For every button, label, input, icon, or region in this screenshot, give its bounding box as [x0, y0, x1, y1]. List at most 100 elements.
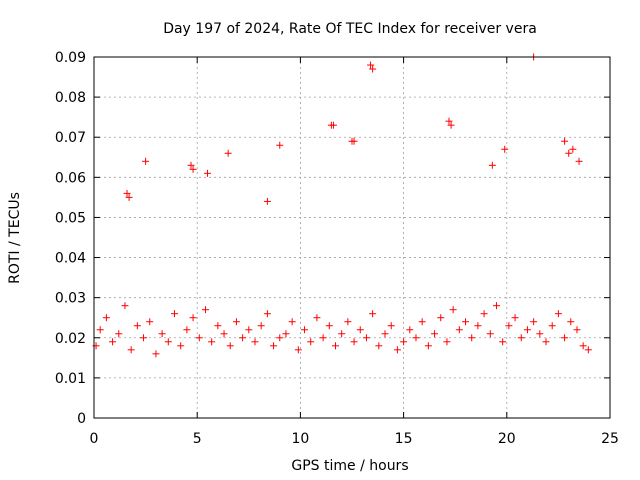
data-point — [536, 330, 544, 338]
data-point — [301, 326, 309, 334]
data-point — [294, 346, 302, 354]
data-point — [187, 161, 195, 169]
data-point — [375, 342, 383, 350]
data-point — [501, 145, 509, 153]
data-point — [517, 334, 525, 342]
y-tick-label: 0.07 — [55, 130, 86, 146]
data-point — [263, 197, 271, 205]
data-point — [232, 318, 240, 326]
data-point — [369, 310, 377, 318]
grid-lines — [94, 57, 610, 418]
y-tick-label: 0.09 — [55, 50, 86, 66]
data-point — [584, 346, 592, 354]
data-point — [208, 338, 216, 346]
data-points — [92, 53, 592, 358]
data-point — [123, 189, 131, 197]
data-point — [511, 314, 519, 322]
y-tick-label: 0.02 — [55, 331, 86, 347]
data-point — [474, 322, 482, 330]
data-point — [367, 61, 375, 69]
y-tick-label: 0.05 — [55, 210, 86, 226]
data-point — [499, 338, 507, 346]
y-tick-label: 0.06 — [55, 170, 86, 186]
data-point — [177, 342, 185, 350]
x-tick-label: 15 — [395, 431, 413, 447]
data-point — [257, 322, 265, 330]
plot-frame — [93, 56, 611, 419]
data-point — [276, 334, 284, 342]
data-point — [276, 141, 284, 149]
data-point — [548, 322, 556, 330]
data-point — [170, 310, 178, 318]
y-tick-label: 0 — [77, 411, 86, 427]
data-point — [344, 318, 352, 326]
data-point — [579, 342, 587, 350]
data-point — [443, 338, 451, 346]
data-point — [406, 326, 414, 334]
data-point — [573, 326, 581, 334]
data-point — [224, 149, 232, 157]
data-point — [530, 318, 538, 326]
data-point — [164, 338, 172, 346]
data-point — [251, 338, 259, 346]
data-point — [220, 330, 228, 338]
data-point — [239, 334, 247, 342]
y-tick-label: 0.04 — [55, 251, 86, 267]
data-point — [523, 326, 531, 334]
data-point — [331, 342, 339, 350]
data-point — [462, 318, 470, 326]
x-axis-label: GPS time / hours — [291, 458, 408, 474]
x-tick-labels: 0 5 10 15 20 25 — [90, 431, 619, 447]
chart-title: Day 197 of 2024, Rate Of TEC Index for r… — [163, 21, 537, 37]
data-point — [350, 338, 358, 346]
axis-ticks — [93, 56, 611, 419]
data-point — [437, 314, 445, 322]
data-point — [245, 326, 253, 334]
data-point — [214, 322, 222, 330]
data-point — [158, 330, 166, 338]
y-axis-label: ROTI / TECUs — [7, 192, 23, 284]
y-tick-label: 0.08 — [55, 90, 86, 106]
data-point — [226, 342, 234, 350]
data-point — [400, 338, 408, 346]
data-point — [569, 145, 577, 153]
data-point — [133, 322, 141, 330]
x-tick-label: 5 — [193, 431, 202, 447]
data-point — [282, 330, 290, 338]
data-point — [189, 314, 197, 322]
data-point — [447, 121, 455, 129]
data-point — [381, 330, 389, 338]
data-point — [488, 161, 496, 169]
y-tick-label: 0.01 — [55, 371, 86, 387]
x-tick-label: 20 — [498, 431, 516, 447]
data-point — [115, 330, 123, 338]
x-tick-label: 25 — [601, 431, 619, 447]
data-point — [307, 338, 315, 346]
data-point — [201, 306, 209, 314]
data-point — [542, 338, 550, 346]
data-point — [263, 310, 271, 318]
data-point — [183, 326, 191, 334]
x-tick-label: 10 — [291, 431, 309, 447]
data-point — [431, 330, 439, 338]
data-point — [125, 193, 133, 201]
data-point — [486, 330, 494, 338]
data-point — [455, 326, 463, 334]
data-point — [505, 322, 513, 330]
y-tick-label: 0.03 — [55, 291, 86, 307]
data-point — [418, 318, 426, 326]
data-point — [329, 121, 337, 129]
data-point — [567, 318, 575, 326]
data-point — [561, 334, 569, 342]
data-point — [96, 326, 104, 334]
y-tick-labels: 0 0.01 0.02 0.03 0.04 0.05 0.06 0.07 0.08 0.09 — [55, 50, 86, 427]
data-point — [468, 334, 476, 342]
data-point — [189, 165, 197, 173]
data-point — [554, 310, 562, 318]
data-point — [412, 334, 420, 342]
data-point — [356, 326, 364, 334]
data-point — [121, 302, 129, 310]
data-point — [424, 342, 432, 350]
data-point — [313, 314, 321, 322]
